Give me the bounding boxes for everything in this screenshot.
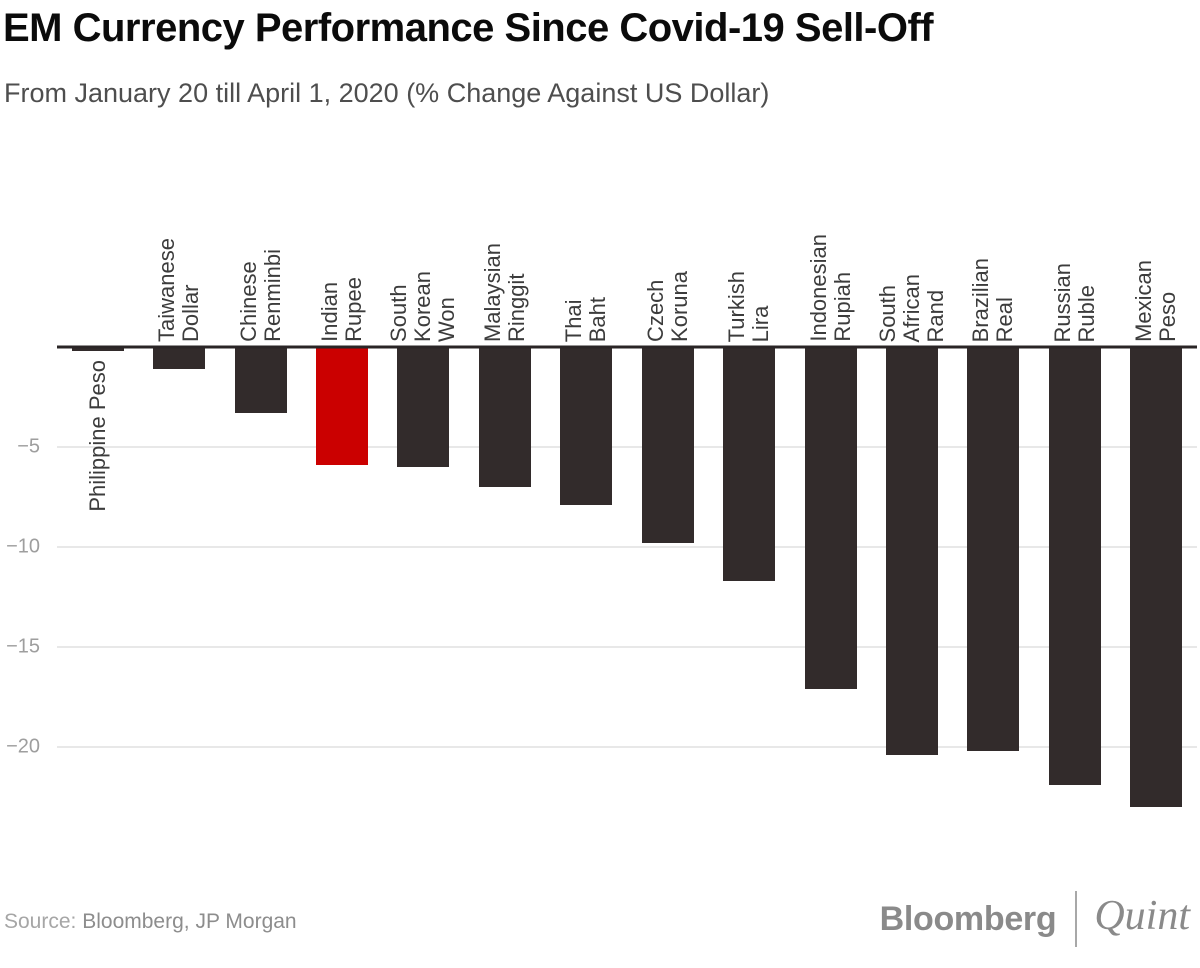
bar-czech-koruna (641, 347, 694, 543)
bar-philippine-peso (71, 347, 124, 351)
category-label-indian-rupee: Indian Rupee (317, 277, 366, 342)
logo-divider (1075, 891, 1078, 947)
chart-subtitle: From January 20 till April 1, 2020 (% Ch… (4, 78, 770, 108)
gridline (57, 746, 1197, 748)
category-label-brazilian-real: Brazilian Real (968, 257, 1018, 342)
category-label-chinese-renminbi: Chinese Renminbi (235, 249, 285, 342)
zero-axis-line (57, 345, 1197, 349)
bar-thai-baht (560, 347, 613, 505)
bar-taiwanese-dollar (153, 347, 206, 369)
bar-chinese-renminbi (234, 347, 287, 413)
source-value: Bloomberg, JP Morgan (82, 910, 297, 933)
source-note: Source: Bloomberg, JP Morgan (4, 910, 297, 934)
bar-brazilian-real (967, 347, 1020, 751)
category-label-south-korean-won: South Korean Won (386, 271, 460, 342)
y-tick-label: −20 (6, 735, 40, 758)
bloombergquint-logo: Bloomberg Quint (880, 891, 1190, 947)
category-label-mexican-peso: Mexican Peso (1131, 260, 1181, 342)
y-tick-label: −15 (6, 635, 40, 658)
bar-indonesian-rupiah (804, 347, 857, 689)
bar-indian-rupee (316, 347, 368, 465)
gridline (57, 546, 1197, 548)
bar-turkish-lira (723, 347, 776, 581)
category-label-indonesian-rupiah: Indonesian Rupiah (805, 234, 855, 342)
quint-wordmark: Quint (1094, 893, 1190, 939)
category-label-taiwanese-dollar: Taiwanese Dollar (154, 238, 204, 342)
category-label-turkish-lira: Turkish Lira (724, 270, 774, 342)
source-label: Source: (4, 910, 77, 933)
y-tick-label: −10 (6, 535, 40, 558)
bar-malaysian-ringgit (478, 347, 531, 487)
bar-mexican-peso (1130, 347, 1183, 807)
bar-russian-ruble (1048, 347, 1101, 785)
category-label-south-african-rand: South African Rand (875, 273, 948, 342)
bar-south-african-rand (886, 347, 938, 755)
category-label-philippine-peso: Philippine Peso (84, 360, 110, 512)
bloomberg-wordmark: Bloomberg (879, 899, 1057, 938)
category-label-czech-koruna: Czech Koruna (642, 271, 692, 342)
category-label-russian-ruble: Russian Ruble (1049, 262, 1099, 342)
category-label-malaysian-ringgit: Malaysian Ringgit (479, 242, 529, 342)
chart-title: EM Currency Performance Since Covid-19 S… (3, 6, 934, 50)
gridline (57, 446, 1197, 448)
gridline (57, 646, 1197, 648)
y-tick-label: −5 (17, 435, 40, 458)
category-label-thai-baht: Thai Baht (561, 296, 611, 342)
bar-south-korean-won (397, 347, 450, 467)
plot-area: −5 −10 −15 −20 Philippine Peso Taiwanese Doll… (6, 234, 1197, 880)
